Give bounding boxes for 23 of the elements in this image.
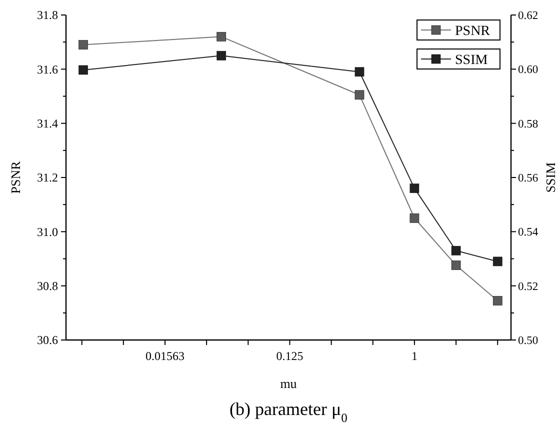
x-tick-label: 0.01563 bbox=[145, 349, 184, 363]
x-tick-label: 1 bbox=[411, 349, 418, 363]
legend-label: SSIM bbox=[455, 52, 488, 68]
y2-tick-label: 0.58 bbox=[518, 118, 538, 130]
y2-axis-title: SSIM bbox=[543, 162, 558, 193]
x-tick-label: 0.125 bbox=[276, 349, 304, 363]
y-tick-label: 30.6 bbox=[37, 333, 58, 348]
y2-tick-label: 0.56 bbox=[518, 172, 538, 185]
y2-tick-label: 0.62 bbox=[518, 10, 538, 22]
y-tick-label: 31.6 bbox=[37, 62, 58, 76]
y2-tick-label: 0.52 bbox=[518, 280, 538, 293]
text: (b) parameter μ$_{0}$ bbox=[230, 399, 348, 425]
y-tick-label: 31.4 bbox=[37, 116, 58, 131]
y2-tick-label: 0.54 bbox=[518, 226, 538, 239]
legend-label: PSNR bbox=[455, 24, 491, 39]
y-axis-title: PSNR bbox=[8, 160, 23, 194]
x-axis-title: mu bbox=[280, 376, 298, 391]
y-tick-label: 31.0 bbox=[37, 224, 58, 239]
y-tick-label: 31.2 bbox=[37, 170, 58, 185]
y-tick-label: 31.8 bbox=[37, 8, 58, 22]
y-tick-label: 30.8 bbox=[37, 279, 58, 294]
y2-tick-label: 0.60 bbox=[518, 64, 538, 76]
y2-tick-label: 0.50 bbox=[518, 335, 538, 348]
